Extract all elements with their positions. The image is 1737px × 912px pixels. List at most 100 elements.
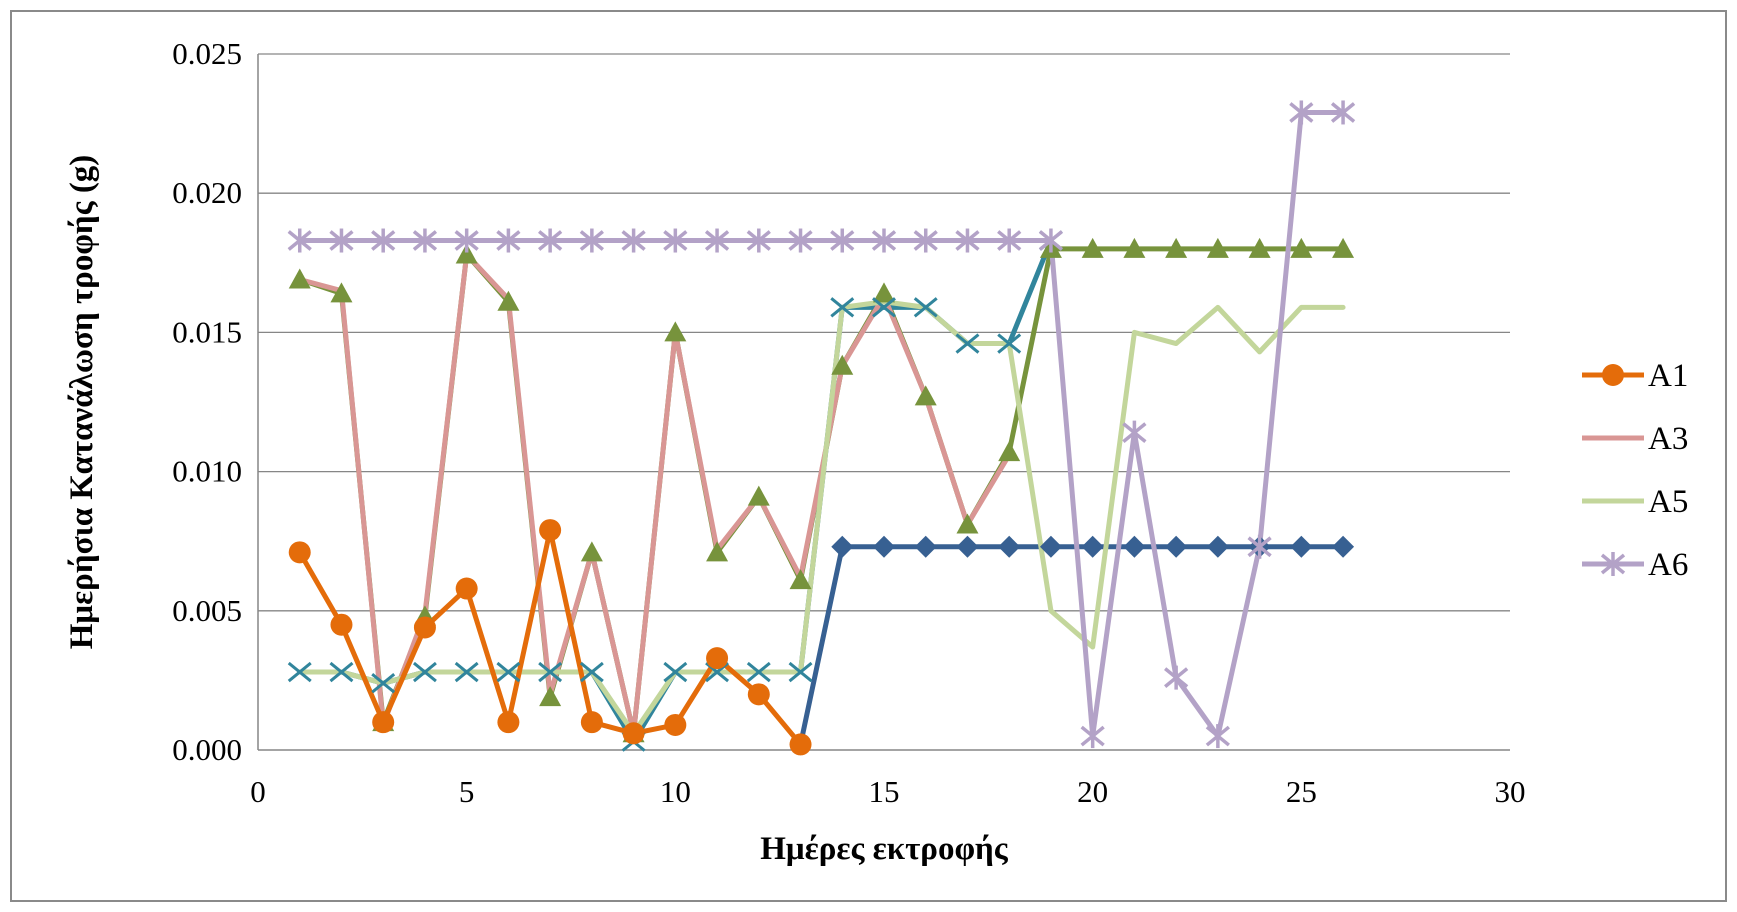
- x-marker-stroke: [287, 661, 312, 683]
- data-point-a6: [663, 228, 688, 253]
- data-point-a6: [412, 228, 438, 253]
- data-point-a6: [871, 228, 897, 253]
- data-point-unlabeled-1: [1165, 237, 1188, 258]
- data-point-unlabeled-2: [997, 333, 1022, 354]
- data-point-a1: [539, 519, 562, 542]
- data-point-a1: [622, 722, 645, 745]
- data-point-a6: [997, 228, 1022, 253]
- data-point-a6: [329, 228, 354, 253]
- data-point-unlabeled-0: [1039, 535, 1062, 558]
- data-point-unlabeled-1: [455, 243, 478, 264]
- data-point-a6: [704, 228, 730, 253]
- x-tick-label: 15: [869, 774, 900, 809]
- data-point-unlabeled-1: [789, 569, 812, 590]
- x-marker-stroke: [412, 661, 437, 683]
- data-point-unlabeled-1: [1332, 237, 1355, 258]
- legend-label: A5: [1648, 484, 1688, 520]
- data-point-a1: [288, 541, 311, 564]
- data-point-a1: [330, 613, 353, 636]
- legend-label: A3: [1648, 421, 1688, 457]
- data-point-unlabeled-1: [998, 441, 1021, 462]
- legend-item-a6: A6: [1582, 547, 1688, 583]
- x-marker-stroke: [830, 297, 855, 318]
- data-point-unlabeled-2: [830, 297, 855, 318]
- data-point-a6: [1247, 534, 1272, 559]
- x-marker-stroke: [997, 333, 1022, 354]
- axes: [257, 54, 1510, 751]
- data-point-unlabeled-0: [1290, 535, 1313, 558]
- x-tick-label: 20: [1077, 774, 1108, 809]
- data-point-unlabeled-1: [539, 686, 562, 707]
- data-point-a1: [580, 711, 603, 734]
- legend: A1 A3 A5 A6: [1582, 358, 1688, 583]
- x-marker-stroke: [872, 297, 896, 318]
- legend-label: A6: [1648, 547, 1688, 583]
- legend-swatch-marker: [1600, 552, 1626, 576]
- data-point-a6: [454, 228, 479, 253]
- data-point-a1: [747, 683, 770, 706]
- series-line-a6: [297, 109, 1346, 739]
- data-point-a6: [621, 228, 646, 253]
- x-tick-label: 25: [1286, 774, 1317, 809]
- data-point-unlabeled-2: [538, 661, 563, 683]
- data-point-unlabeled-1: [330, 282, 353, 303]
- x-tick-label: 10: [660, 774, 691, 809]
- y-tick-label: 0.020: [172, 175, 242, 210]
- data-point-a1: [372, 711, 395, 734]
- y-tick-label: 0.000: [172, 732, 242, 767]
- x-axis-title: Ημέρες εκτροφής: [760, 831, 1009, 867]
- y-tick-label: 0.015: [172, 314, 242, 349]
- legend-item-a1: A1: [1582, 358, 1688, 394]
- data-point-a1: [413, 616, 436, 639]
- data-point-unlabeled-2: [913, 297, 938, 318]
- x-marker-stroke: [663, 661, 688, 683]
- line-chart: 0.000 0.005 0.010 0.015 0.020 0.025 0 5 10 15 20 25…: [64, 36, 1688, 867]
- data-point-a6: [788, 228, 813, 253]
- data-point-a6: [579, 228, 604, 253]
- x-marker-stroke: [955, 333, 980, 354]
- data-point-unlabeled-2: [955, 333, 980, 354]
- data-point-a6: [371, 228, 396, 253]
- data-point-a1: [789, 733, 812, 756]
- data-point-a1: [497, 711, 520, 734]
- data-point-unlabeled-1: [497, 290, 520, 311]
- data-point-a6: [538, 228, 563, 253]
- data-point-unlabeled-0: [998, 535, 1021, 558]
- x-marker-stroke: [371, 673, 396, 694]
- data-point-unlabeled-0: [914, 535, 937, 558]
- data-point-a6: [1205, 724, 1230, 749]
- data-point-a1: [455, 577, 478, 600]
- data-point-unlabeled-2: [412, 661, 437, 683]
- data-point-a6: [830, 228, 855, 253]
- x-marker-stroke: [746, 661, 771, 683]
- data-point-unlabeled-0: [956, 535, 979, 558]
- chart-frame: 0.000 0.005 0.010 0.015 0.020 0.025 0 5 10 15 20 25…: [10, 10, 1727, 902]
- x-marker-stroke: [538, 661, 563, 683]
- data-point-unlabeled-2: [579, 661, 604, 683]
- data-point-unlabeled-0: [831, 535, 854, 558]
- data-point-a6: [913, 228, 938, 253]
- x-marker-stroke: [579, 661, 604, 683]
- data-point-a6: [1330, 100, 1356, 125]
- data-point-a6: [1164, 665, 1189, 690]
- data-point-unlabeled-0: [1123, 535, 1146, 558]
- data-point-unlabeled-1: [706, 541, 729, 562]
- data-point-unlabeled-2: [496, 661, 521, 683]
- data-point-a6: [1038, 228, 1064, 253]
- data-point-unlabeled-0: [1332, 535, 1355, 558]
- data-point-a6: [287, 228, 312, 253]
- data-point-a6: [955, 228, 980, 253]
- data-point-a6: [746, 228, 771, 253]
- y-tick-label: 0.010: [172, 454, 242, 489]
- legend-label: A1: [1648, 358, 1688, 394]
- x-marker-stroke: [496, 661, 521, 683]
- x-marker-stroke: [454, 661, 479, 683]
- data-point-unlabeled-1: [1123, 237, 1146, 258]
- y-tick-label: 0.005: [172, 593, 242, 628]
- data-point-unlabeled-1: [956, 513, 979, 534]
- data-point-unlabeled-1: [1081, 237, 1104, 258]
- markers-group: [287, 100, 1356, 756]
- data-point-unlabeled-1: [1206, 237, 1229, 258]
- x-marker-stroke: [913, 297, 938, 318]
- data-point-unlabeled-0: [1165, 535, 1188, 558]
